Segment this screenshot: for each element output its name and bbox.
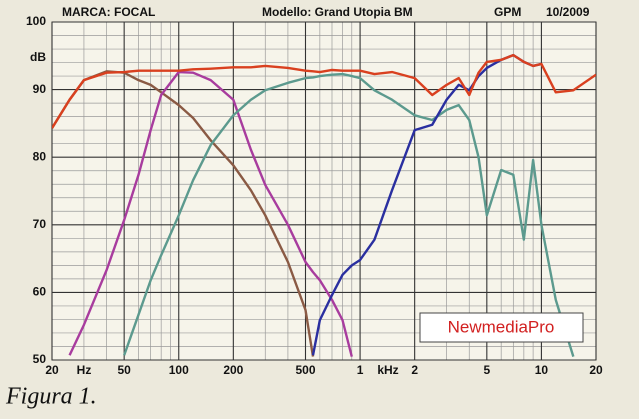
x-tick-label: 10 bbox=[535, 363, 549, 377]
line bbox=[68, 70, 353, 357]
y-label: dB bbox=[30, 50, 46, 64]
x-tick-label: 50 bbox=[117, 363, 131, 377]
y-tick-label: 70 bbox=[33, 217, 47, 231]
model: Modello: Grand Utopia BM bbox=[262, 5, 413, 19]
x-tick-label: 20 bbox=[589, 363, 603, 377]
lines bbox=[52, 53, 596, 357]
y-tick-label: 100 bbox=[26, 14, 46, 28]
brand: MARCA: FOCAL bbox=[62, 5, 155, 19]
x-tick-label: 2 bbox=[411, 363, 418, 377]
x-tick-label: 200 bbox=[223, 363, 243, 377]
y-tick-label: 90 bbox=[33, 82, 47, 96]
source: GPM bbox=[494, 5, 521, 19]
y-tick-label: 60 bbox=[33, 285, 47, 299]
x-unit-high: kHz bbox=[377, 363, 398, 377]
x-tick-label: 5 bbox=[483, 363, 490, 377]
watermark: NewmediaPro bbox=[448, 317, 555, 336]
x-tick-label: 1 bbox=[357, 363, 364, 377]
y-tick-label: 80 bbox=[33, 149, 47, 163]
watermark-box bbox=[419, 312, 584, 343]
caption: Figura 1. bbox=[5, 384, 97, 410]
x-tick-label: 500 bbox=[295, 363, 315, 377]
date: 10/2009 bbox=[546, 5, 590, 19]
y-tick-label: 50 bbox=[33, 352, 47, 366]
line bbox=[52, 53, 596, 129]
x-tick-label: 100 bbox=[169, 363, 189, 377]
x-tick-label: 20 bbox=[45, 363, 59, 377]
x-unit-low: Hz bbox=[77, 363, 92, 377]
line bbox=[123, 72, 575, 357]
